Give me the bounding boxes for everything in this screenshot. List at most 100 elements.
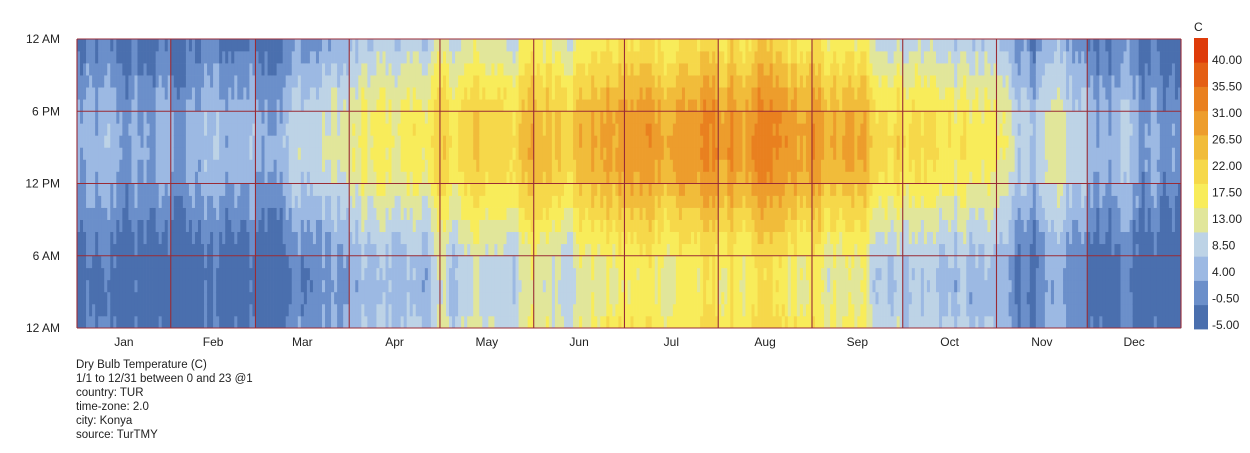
heatmap-cell: [155, 87, 160, 100]
heatmap-cell: [446, 159, 450, 172]
heatmap-cell: [140, 243, 144, 257]
heatmap-cell: [170, 159, 175, 172]
heatmap-cell: [627, 303, 631, 317]
heatmap-cell: [325, 291, 329, 305]
heatmap-cell: [231, 207, 235, 220]
heatmap-cell: [131, 315, 135, 329]
heatmap-cell: [128, 291, 132, 305]
heatmap-cell: [675, 195, 680, 208]
heatmap-cell: [309, 303, 314, 317]
heatmap-cell: [518, 183, 522, 196]
heatmap-cell: [588, 267, 592, 281]
heatmap-cell: [452, 39, 456, 52]
heatmap-cell: [322, 75, 326, 88]
heatmap-cell: [182, 87, 187, 100]
heatmap-cell: [222, 99, 226, 112]
heatmap-cell: [582, 159, 586, 172]
heatmap-cell: [167, 183, 172, 196]
heatmap-cell: [506, 291, 510, 305]
heatmap-cell: [672, 219, 677, 233]
heatmap-cell: [382, 159, 386, 172]
heatmap-cell: [294, 159, 299, 172]
heatmap-cell: [243, 123, 247, 136]
heatmap-cell: [551, 243, 556, 257]
heatmap-cell: [176, 147, 181, 160]
heatmap-cell: [394, 291, 398, 305]
heatmap-cell: [600, 99, 604, 112]
heatmap-cell: [672, 291, 677, 305]
heatmap-cell: [185, 75, 190, 88]
heatmap-cell: [376, 267, 380, 281]
heatmap-cell: [285, 207, 290, 220]
heatmap-cell: [557, 183, 562, 196]
heatmap-cell: [315, 171, 320, 184]
heatmap-cell: [391, 255, 395, 269]
heatmap-cell: [548, 267, 553, 281]
heatmap-cell: [334, 123, 338, 136]
heatmap-cell: [161, 99, 166, 112]
heatmap-cell: [633, 39, 637, 52]
heatmap-cell: [325, 111, 329, 124]
heatmap-cell: [518, 255, 522, 269]
heatmap-cell: [442, 219, 447, 233]
heatmap-cell: [243, 279, 247, 293]
heatmap-cell: [557, 303, 562, 317]
heatmap-cell: [533, 39, 538, 52]
heatmap-cell: [216, 303, 220, 317]
heatmap-cell: [424, 123, 429, 136]
heatmap-cell: [412, 291, 417, 305]
heatmap-cell: [95, 303, 99, 317]
heatmap-cell: [418, 243, 423, 257]
heatmap-cell: [285, 123, 290, 136]
heatmap-cell: [334, 63, 338, 76]
heatmap-cell: [627, 267, 631, 281]
heatmap-cell: [642, 291, 646, 305]
heatmap-cell: [252, 207, 256, 220]
heatmap-cell: [542, 75, 547, 88]
heatmap-cell: [633, 315, 637, 329]
heatmap-cell: [700, 291, 704, 305]
heatmap-cell: [452, 99, 456, 112]
heatmap-cell: [173, 219, 178, 233]
heatmap-cell: [373, 63, 377, 76]
heatmap-cell: [621, 231, 625, 245]
heatmap-cell: [551, 219, 556, 233]
heatmap-cell: [473, 219, 477, 233]
heatmap-cell: [225, 195, 229, 208]
heatmap-cell: [194, 123, 199, 136]
heatmap-cell: [325, 315, 329, 329]
heatmap-cell: [249, 183, 253, 196]
heatmap-cell: [639, 195, 643, 208]
heatmap-cell: [548, 219, 553, 233]
heatmap-cell: [213, 207, 217, 220]
heatmap-cell: [92, 231, 96, 245]
heatmap-cell: [464, 291, 468, 305]
heatmap-cell: [485, 111, 489, 124]
heatmap-cell: [645, 99, 650, 112]
heatmap-cell: [318, 219, 323, 233]
heatmap-cell: [694, 195, 698, 208]
heatmap-cell: [237, 99, 241, 112]
heatmap-cell: [560, 255, 565, 269]
heatmap-cell: [518, 267, 522, 281]
heatmap-cell: [524, 207, 529, 220]
heatmap-cell: [240, 75, 244, 88]
heatmap-cell: [576, 99, 580, 112]
heatmap-cell: [367, 255, 371, 269]
heatmap-cell: [427, 291, 432, 305]
heatmap-cell: [315, 183, 320, 196]
heatmap-cell: [476, 51, 480, 64]
heatmap-cell: [566, 279, 571, 293]
heatmap-cell: [406, 111, 411, 124]
heatmap-cell: [657, 63, 662, 76]
heatmap-cell: [116, 303, 120, 317]
heatmap-cell: [681, 291, 686, 305]
heatmap-cell: [609, 255, 613, 269]
heatmap-cell: [234, 279, 238, 293]
heatmap-cell: [155, 231, 160, 245]
heatmap-cell: [188, 267, 193, 281]
heatmap-cell: [551, 147, 556, 160]
heatmap-cell: [315, 159, 320, 172]
heatmap-cell: [140, 51, 144, 64]
heatmap-cell: [669, 291, 674, 305]
